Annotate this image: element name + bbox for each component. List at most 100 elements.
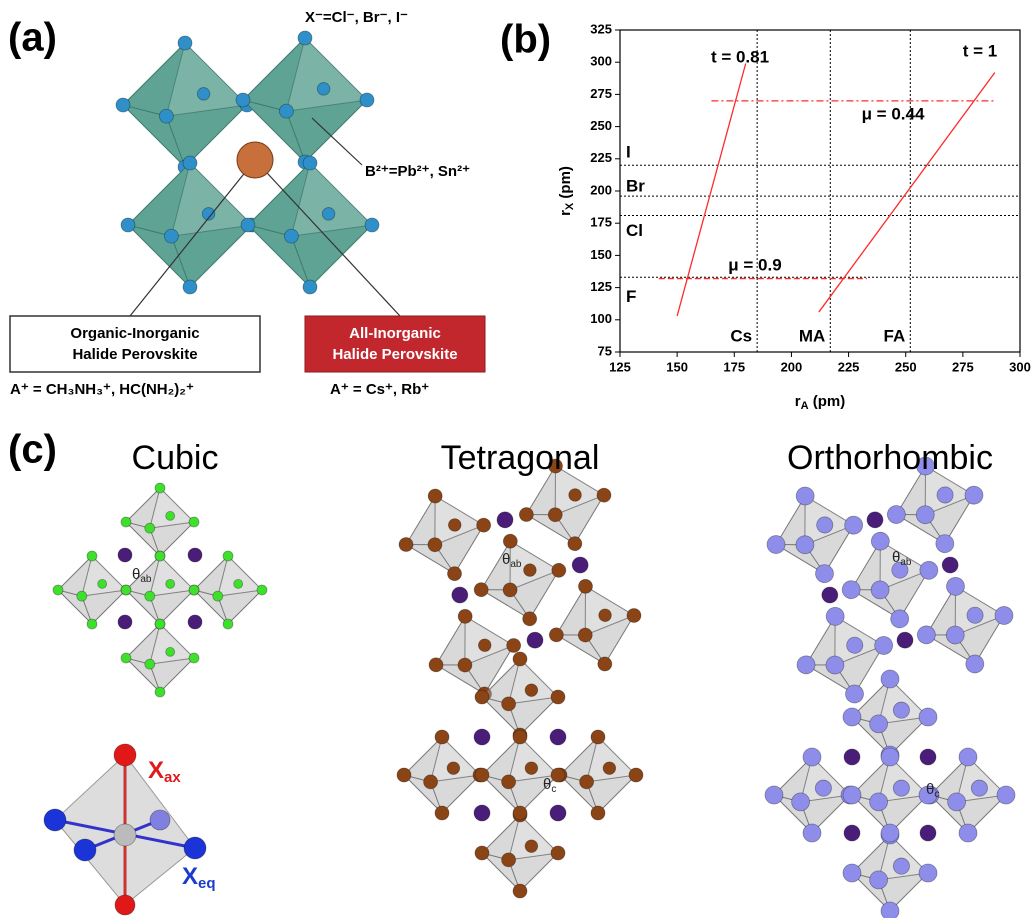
atom bbox=[970, 779, 988, 797]
atom bbox=[602, 761, 617, 775]
octahedron-face bbox=[878, 835, 928, 880]
atom bbox=[918, 707, 938, 727]
atom bbox=[626, 608, 642, 623]
octahedron-edge bbox=[285, 37, 306, 112]
y-tick-label: 100 bbox=[590, 311, 612, 326]
atom bbox=[113, 823, 137, 847]
atom bbox=[434, 729, 450, 745]
atom bbox=[73, 838, 97, 862]
atom bbox=[550, 689, 566, 705]
atom bbox=[947, 792, 966, 812]
octahedron-edge bbox=[509, 569, 559, 591]
atom bbox=[892, 857, 910, 875]
box-text: Halide Perovskite bbox=[72, 346, 197, 363]
atom bbox=[766, 535, 786, 554]
octahedron-edge bbox=[149, 623, 161, 665]
octahedron-face bbox=[149, 556, 194, 597]
atom bbox=[524, 683, 539, 697]
x-tick-label: 275 bbox=[952, 359, 974, 374]
atom bbox=[222, 550, 234, 562]
atom bbox=[447, 566, 462, 582]
atom bbox=[177, 35, 193, 51]
structure bbox=[43, 743, 207, 916]
atom bbox=[568, 488, 582, 502]
atom bbox=[821, 586, 839, 604]
x-axis-label: rA (pm) bbox=[795, 393, 845, 412]
atom bbox=[201, 207, 216, 221]
atom bbox=[880, 901, 900, 918]
atom bbox=[502, 533, 518, 549]
atom bbox=[815, 564, 834, 584]
octahedron-edge bbox=[508, 696, 559, 705]
octahedron-edge bbox=[286, 99, 368, 112]
y-tick-label: 200 bbox=[590, 182, 612, 197]
atom bbox=[841, 580, 861, 600]
atom bbox=[165, 510, 176, 521]
structure bbox=[52, 482, 268, 698]
atom bbox=[549, 804, 567, 822]
octahedron-edge bbox=[149, 521, 195, 529]
series-line bbox=[676, 63, 747, 317]
atom bbox=[187, 614, 203, 630]
octahedron-face bbox=[878, 757, 928, 802]
atom bbox=[870, 531, 890, 551]
octahedron-face bbox=[149, 488, 194, 529]
structure bbox=[766, 456, 1014, 704]
atom bbox=[297, 30, 313, 46]
octahedron-face bbox=[81, 556, 126, 597]
atom bbox=[451, 586, 469, 604]
atom bbox=[578, 578, 593, 594]
atom bbox=[996, 785, 1016, 805]
angle-label: θab bbox=[892, 549, 912, 568]
atom bbox=[120, 217, 136, 233]
phase-title: Cubic bbox=[132, 439, 219, 477]
atom bbox=[302, 279, 318, 295]
octahedron-edge bbox=[171, 224, 253, 237]
leader-line bbox=[129, 159, 256, 317]
atom bbox=[795, 486, 815, 506]
atom bbox=[427, 537, 443, 553]
structure bbox=[396, 651, 644, 899]
series-line bbox=[818, 72, 996, 313]
atom bbox=[524, 839, 539, 853]
phase-title: Orthorhombic bbox=[787, 439, 993, 477]
octahedron-face bbox=[286, 38, 367, 112]
atom bbox=[474, 845, 490, 861]
atom bbox=[154, 686, 166, 698]
octahedron-edge bbox=[149, 555, 161, 597]
atom bbox=[590, 805, 606, 821]
atom bbox=[501, 774, 517, 790]
atom bbox=[891, 561, 909, 579]
angle-label: θab bbox=[502, 551, 522, 570]
atom bbox=[880, 747, 900, 767]
leader-line bbox=[254, 159, 401, 317]
atom bbox=[222, 618, 234, 630]
atom bbox=[182, 279, 198, 295]
atom bbox=[791, 792, 810, 812]
octahedron-edge bbox=[285, 110, 306, 163]
atom bbox=[958, 747, 978, 767]
octahedron-edge bbox=[149, 657, 195, 665]
atom bbox=[506, 638, 522, 653]
reference-label: Br bbox=[626, 177, 645, 196]
atom bbox=[187, 547, 203, 563]
octahedron-face bbox=[956, 757, 1006, 802]
atom bbox=[43, 808, 67, 832]
y-tick-label: 175 bbox=[590, 215, 612, 230]
octahedron-edge bbox=[508, 736, 521, 782]
atom bbox=[496, 511, 514, 529]
atom bbox=[196, 87, 211, 101]
atom bbox=[816, 516, 834, 534]
atom bbox=[941, 556, 959, 574]
atom bbox=[117, 547, 133, 563]
angle-label: θab bbox=[132, 566, 152, 585]
a-site-label: A⁺ = Cs⁺, Rb⁺ bbox=[330, 381, 429, 398]
atom bbox=[113, 743, 137, 767]
chart-b: (b) rA (pm) rX (pm) 75 100 125 150 175 200 225… bbox=[500, 18, 1031, 412]
atom bbox=[916, 456, 935, 476]
atom bbox=[795, 535, 815, 555]
atom bbox=[359, 92, 375, 108]
atom bbox=[240, 217, 256, 233]
atom bbox=[892, 701, 910, 719]
atom bbox=[764, 785, 784, 805]
